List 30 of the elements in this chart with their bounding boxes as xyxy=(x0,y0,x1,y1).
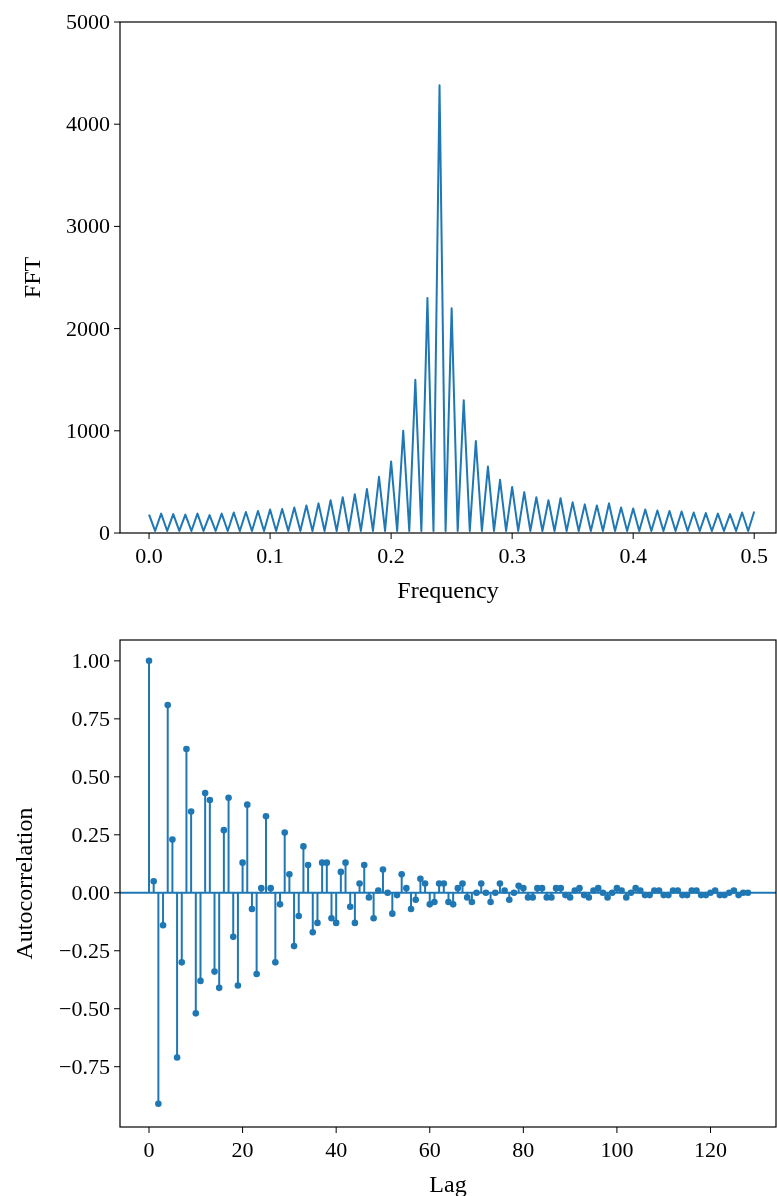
y-tick-label: 3000 xyxy=(66,213,110,239)
y-tick-label: 2000 xyxy=(66,315,110,341)
y-tick-label: 4000 xyxy=(66,111,110,137)
x-tick-label: 40 xyxy=(325,1137,348,1162)
x-tick-label: 0 xyxy=(143,1137,155,1162)
x-tick-label: 120 xyxy=(693,1137,727,1162)
y-tick-label: 1000 xyxy=(66,417,110,443)
x-tick-label: 20 xyxy=(231,1137,254,1162)
y-tick-label: 1.00 xyxy=(71,647,110,673)
x-tick-label: 0.2 xyxy=(377,543,405,568)
x-tick-label: 0.0 xyxy=(135,543,163,568)
x-tick-label: 0.3 xyxy=(498,543,526,568)
x-tick-label: 60 xyxy=(418,1137,441,1162)
y-tick-label: −0.75 xyxy=(59,1053,110,1079)
y-axis-title: FFT xyxy=(19,256,45,299)
y-tick-label: 0.00 xyxy=(71,879,110,905)
y-tick-label: 0.50 xyxy=(71,763,110,789)
y-tick-label: −0.25 xyxy=(59,937,110,963)
x-axis-title: Frequency xyxy=(397,577,499,603)
y-tick-label: −0.50 xyxy=(59,995,110,1021)
y-tick-label: 0 xyxy=(99,520,110,545)
x-tick-label: 80 xyxy=(512,1137,535,1162)
y-axis-title: Autocorrelation xyxy=(11,807,37,960)
x-tick-label: 100 xyxy=(600,1137,634,1162)
y-tick-label: 5000 xyxy=(66,9,110,34)
x-tick-label: 0.4 xyxy=(619,543,647,568)
x-tick-label: 0.1 xyxy=(256,543,284,568)
x-tick-label: 0.5 xyxy=(740,543,768,568)
y-tick-label: 0.25 xyxy=(71,821,110,847)
y-tick-label: 0.75 xyxy=(71,705,110,731)
